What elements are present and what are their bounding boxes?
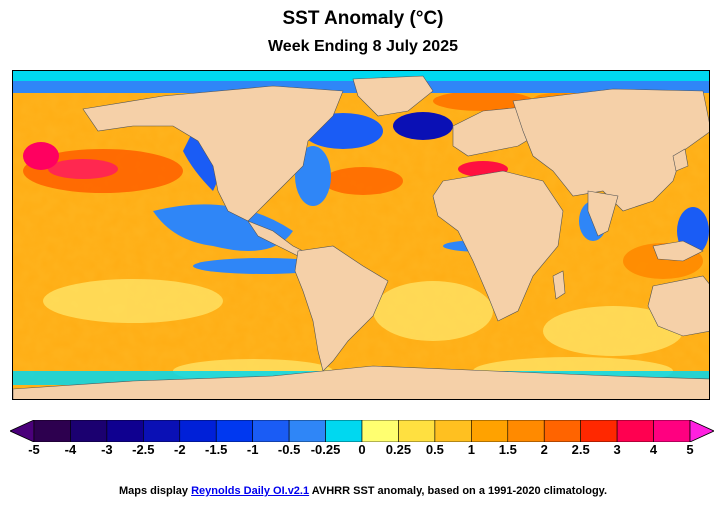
footer-note: Maps display Reynolds Daily OI.v2.1 AVHR…	[0, 485, 726, 497]
colorbar-tick-label: 5	[686, 442, 694, 457]
colorbar-tick-label: 4	[649, 442, 658, 457]
india	[587, 190, 619, 237]
colorbar-tick-label: 0.25	[385, 442, 412, 457]
colorbar-segment	[288, 420, 326, 442]
map-title: SST Anomaly (°C)	[282, 8, 444, 29]
colorbar-segment	[361, 420, 399, 442]
colorbar-segment	[106, 420, 144, 442]
arctic-ice-band	[13, 71, 709, 81]
maritime-continent	[652, 240, 704, 262]
colorbar-segment	[179, 420, 217, 442]
colorbar-segment	[434, 420, 472, 442]
colorbar-tick-label: 1	[467, 442, 475, 457]
south-america	[294, 245, 389, 372]
colorbar-tick-label: 3	[613, 442, 621, 457]
colorbar-tick-label: -4	[64, 442, 77, 457]
asia	[512, 88, 709, 212]
map-subtitle: Week Ending 8 July 2025	[267, 38, 458, 55]
colorbar-segment	[507, 420, 545, 442]
colorbar-segment	[580, 420, 618, 442]
colorbar-segment	[653, 420, 691, 442]
colorbar-segment	[70, 420, 108, 442]
colorbar-tick-label: -2.5	[132, 442, 155, 457]
colorbar-low-extend	[10, 420, 35, 442]
colorbar-segment	[398, 420, 436, 442]
reynolds-oi-link[interactable]: Reynolds Daily OI.v2.1	[191, 485, 310, 497]
footer-suffix: AVHRR SST anomaly, based on a 1991-2020 …	[309, 485, 608, 497]
colorbar-tick-label: 0	[358, 442, 366, 457]
sst-map-svg	[13, 71, 709, 399]
land-masses	[13, 75, 709, 399]
colorbar-segment	[33, 420, 71, 442]
sst-anomaly-map	[12, 70, 710, 400]
colorbar-tick-label: -2	[173, 442, 186, 457]
colorbar-tick-label: -0.25	[310, 442, 341, 457]
colorbar-segment	[252, 420, 290, 442]
colorbar-segment	[616, 420, 654, 442]
greenland	[352, 75, 434, 117]
colorbar-tick-label: -3	[101, 442, 113, 457]
north-america	[82, 85, 344, 222]
colorbar-tick-labels: -5 -4 -3 -2.5 -2 -1.5 -1 -0.5 -0.25 0 0.25 0.5 1 1.5 2…	[0, 442, 726, 458]
australia	[647, 275, 709, 337]
colorbar-segment	[471, 420, 509, 442]
colorbar-tick-label: 1.5	[498, 442, 517, 457]
colorbar-tick-label: -1.5	[205, 442, 228, 457]
antarctica	[13, 365, 709, 399]
colorbar-segment	[215, 420, 253, 442]
colorbar-tick-label: -5	[28, 442, 40, 457]
colorbar-tick-label: 0.5	[425, 442, 444, 457]
colorbar-segment	[543, 420, 581, 442]
madagascar	[552, 270, 566, 300]
colorbar-tick-label: -1	[246, 442, 259, 457]
colorbar-high-extend	[689, 420, 714, 442]
colorbar-tick-label: 2.5	[571, 442, 590, 457]
colorbar-tick-label: -0.5	[277, 442, 301, 457]
africa	[432, 170, 564, 322]
footer-prefix: Maps display	[118, 485, 192, 497]
colorbar	[10, 420, 714, 442]
colorbar-tick-label: 2	[540, 442, 548, 457]
colorbar-segment	[325, 420, 363, 442]
japan	[672, 148, 689, 172]
colorbar-segment	[143, 420, 181, 442]
